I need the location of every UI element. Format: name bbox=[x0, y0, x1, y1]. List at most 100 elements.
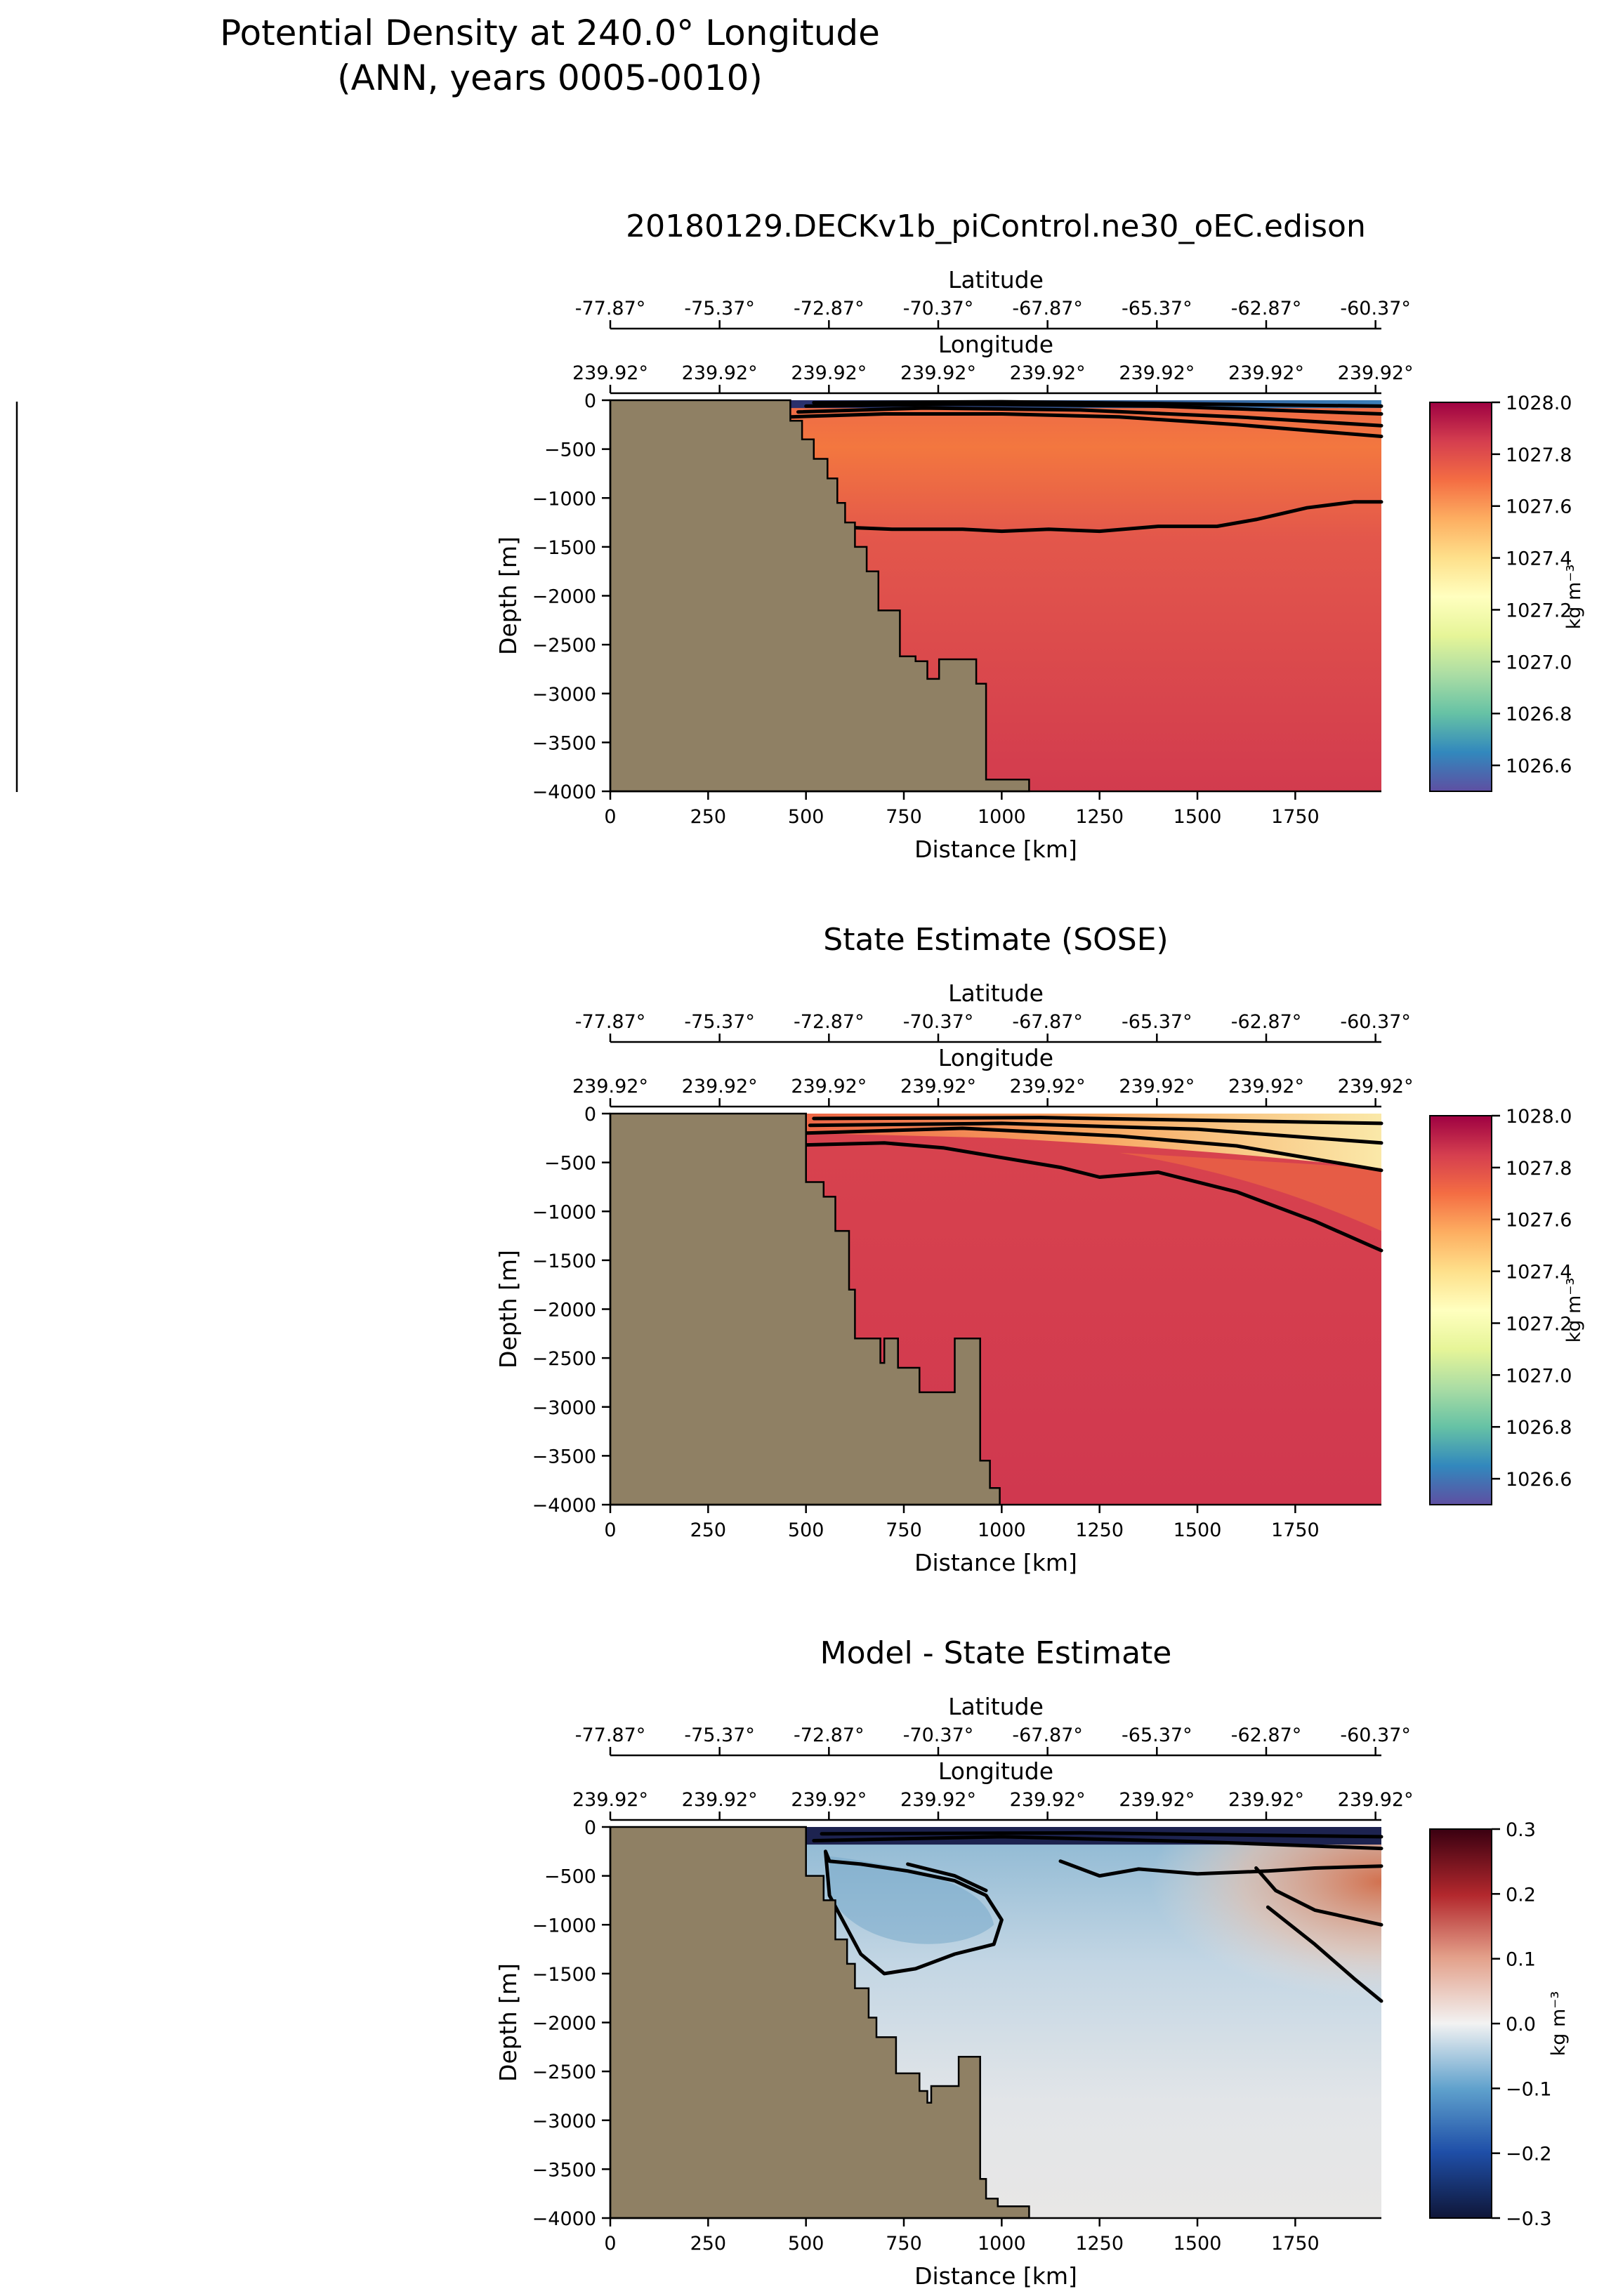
latitude-tick-label: -70.37° bbox=[903, 1724, 974, 1746]
y-tick-label: −4000 bbox=[532, 2208, 596, 2230]
latitude-tick-label: -62.87° bbox=[1231, 298, 1302, 319]
colorbar-tick-label: 1026.8 bbox=[1506, 704, 1572, 725]
longitude-tick-label: 239.92° bbox=[1338, 1076, 1414, 1097]
longitude-tick-label: 239.92° bbox=[682, 1076, 758, 1097]
y-tick-label: −4000 bbox=[532, 1495, 596, 1517]
x-tick-label: 1500 bbox=[1174, 806, 1222, 828]
latitude-tick-label: -62.87° bbox=[1231, 1011, 1302, 1033]
y-axis-label: Depth [m] bbox=[494, 1250, 522, 1368]
panel-3: Model - State Estimate 0 250 500 750 1000 1250… bbox=[494, 1635, 1570, 2290]
longitude-tick-label: 239.92° bbox=[1338, 362, 1414, 384]
mid-layer-shade bbox=[1119, 1152, 1381, 1232]
y-tick-label: −3500 bbox=[532, 1446, 596, 1467]
x-tick-label: 750 bbox=[886, 2233, 922, 2255]
latitude-tick-label: -77.87° bbox=[575, 298, 646, 319]
y-tick-label: −2500 bbox=[532, 635, 596, 657]
latitude-tick-label: -70.37° bbox=[903, 1011, 974, 1033]
latitude-tick-label: -72.87° bbox=[794, 298, 865, 319]
panel-title: 20180129.DECKv1b_piControl.ne30_oEC.edis… bbox=[626, 209, 1366, 244]
contour-line bbox=[796, 406, 1383, 428]
colorbar-tick-label: 1026.6 bbox=[1506, 756, 1572, 777]
latitude-tick-label: -60.37° bbox=[1340, 1011, 1411, 1033]
contour-line bbox=[906, 1862, 988, 1892]
x-tick-label: 250 bbox=[690, 1519, 727, 1541]
y-tick-label: −3500 bbox=[532, 732, 596, 754]
contour-line bbox=[824, 1849, 1004, 1976]
y-tick-label: −4000 bbox=[532, 781, 596, 803]
latitude-tick-label: -77.87° bbox=[575, 1011, 646, 1033]
x-tick-label: 750 bbox=[886, 1519, 922, 1541]
y-tick-label: 0 bbox=[584, 1817, 596, 1839]
x-axis-label: Distance [km] bbox=[914, 1549, 1077, 1576]
longitude-tick-label: 239.92° bbox=[791, 1076, 867, 1097]
y-tick-label: 0 bbox=[584, 1104, 596, 1126]
x-tick-label: 1250 bbox=[1075, 1519, 1124, 1541]
y-tick-label: −3000 bbox=[532, 684, 596, 706]
panels: 20180129.DECKv1b_piControl.ne30_oEC.edis… bbox=[494, 209, 1585, 2290]
latitude-tick-label: -75.37° bbox=[684, 298, 755, 319]
y-tick-label: −1000 bbox=[532, 1201, 596, 1223]
colorbar-tick-label: 1027.6 bbox=[1506, 1210, 1572, 1232]
figure-title: Potential Density at 240.0° Longitude (A… bbox=[220, 13, 880, 98]
y-tick-label: −2000 bbox=[532, 2013, 596, 2035]
y-tick-label: −2500 bbox=[532, 2061, 596, 2083]
x-tick-label: 500 bbox=[788, 2233, 824, 2255]
negative-anomaly bbox=[829, 1856, 994, 1944]
longitude-tick-label: 239.92° bbox=[900, 362, 976, 384]
longitude-axis-label: Longitude bbox=[938, 331, 1053, 358]
longitude-tick-label: 239.92° bbox=[900, 1076, 976, 1097]
x-tick-label: 0 bbox=[604, 1519, 616, 1541]
y-tick-label: −3500 bbox=[532, 2159, 596, 2181]
y-tick-label: −3000 bbox=[532, 2111, 596, 2132]
x-axis-label: Distance [km] bbox=[914, 836, 1077, 863]
y-tick-label: −2000 bbox=[532, 1300, 596, 1321]
contour-line bbox=[804, 1126, 1383, 1173]
latitude-axis-label: Latitude bbox=[948, 979, 1044, 1007]
y-tick-label: −1000 bbox=[532, 1915, 596, 1937]
colorbar-tick-label: 0.2 bbox=[1506, 1884, 1536, 1906]
latitude-tick-label: -67.87° bbox=[1012, 298, 1083, 319]
contour-line bbox=[812, 400, 1383, 408]
colorbar-tick-label: 1028.0 bbox=[1506, 392, 1572, 414]
colorbar bbox=[1429, 402, 1492, 792]
longitude-tick-label: 239.92° bbox=[572, 362, 648, 384]
contour-line bbox=[812, 1116, 1383, 1126]
latitude-tick-label: -65.37° bbox=[1122, 1724, 1192, 1746]
longitude-tick-label: 239.92° bbox=[1119, 1789, 1195, 1811]
x-tick-label: 1750 bbox=[1271, 2233, 1320, 2255]
x-tick-label: 1500 bbox=[1174, 1519, 1222, 1541]
latitude-axis-label: Latitude bbox=[948, 266, 1044, 293]
figure-title-line1: Potential Density at 240.0° Longitude bbox=[220, 13, 880, 53]
y-tick-label: −2000 bbox=[532, 586, 596, 608]
y-tick-label: −2500 bbox=[532, 1348, 596, 1370]
x-tick-label: 1250 bbox=[1075, 806, 1124, 828]
x-tick-label: 750 bbox=[886, 806, 922, 828]
x-tick-label: 250 bbox=[690, 2233, 727, 2255]
longitude-tick-label: 239.92° bbox=[1338, 1789, 1414, 1811]
longitude-tick-label: 239.92° bbox=[1010, 1076, 1086, 1097]
latitude-tick-label: -75.37° bbox=[684, 1724, 755, 1746]
colorbar bbox=[1429, 1828, 1492, 2219]
colorbar-tick-label: 0.1 bbox=[1506, 1949, 1536, 1971]
panel-title: Model - State Estimate bbox=[820, 1635, 1172, 1671]
colorbar-tick-label: 1026.8 bbox=[1506, 1417, 1572, 1439]
latitude-tick-label: -60.37° bbox=[1340, 1724, 1411, 1746]
x-tick-label: 0 bbox=[604, 806, 616, 828]
latitude-tick-label: -77.87° bbox=[575, 1724, 646, 1746]
longitude-tick-label: 239.92° bbox=[1228, 1076, 1304, 1097]
longitude-tick-label: 239.92° bbox=[1228, 1789, 1304, 1811]
longitude-tick-label: 239.92° bbox=[1119, 1076, 1195, 1097]
y-tick-label: −1000 bbox=[532, 488, 596, 510]
colorbar-tick-label: 1027.6 bbox=[1506, 496, 1572, 518]
latitude-tick-label: -72.87° bbox=[794, 1724, 865, 1746]
contour-line bbox=[788, 412, 1383, 438]
y-tick-label: −500 bbox=[544, 1153, 596, 1175]
colorbar bbox=[1429, 1115, 1492, 1505]
x-axis-label: Distance [km] bbox=[914, 2262, 1077, 2290]
x-tick-label: 250 bbox=[690, 806, 727, 828]
colorbar-tick-label: 1027.0 bbox=[1506, 1365, 1572, 1387]
contour-line bbox=[1266, 1905, 1383, 2003]
y-tick-label: 0 bbox=[584, 390, 596, 412]
x-tick-label: 500 bbox=[788, 806, 824, 828]
x-tick-label: 1000 bbox=[978, 806, 1026, 828]
